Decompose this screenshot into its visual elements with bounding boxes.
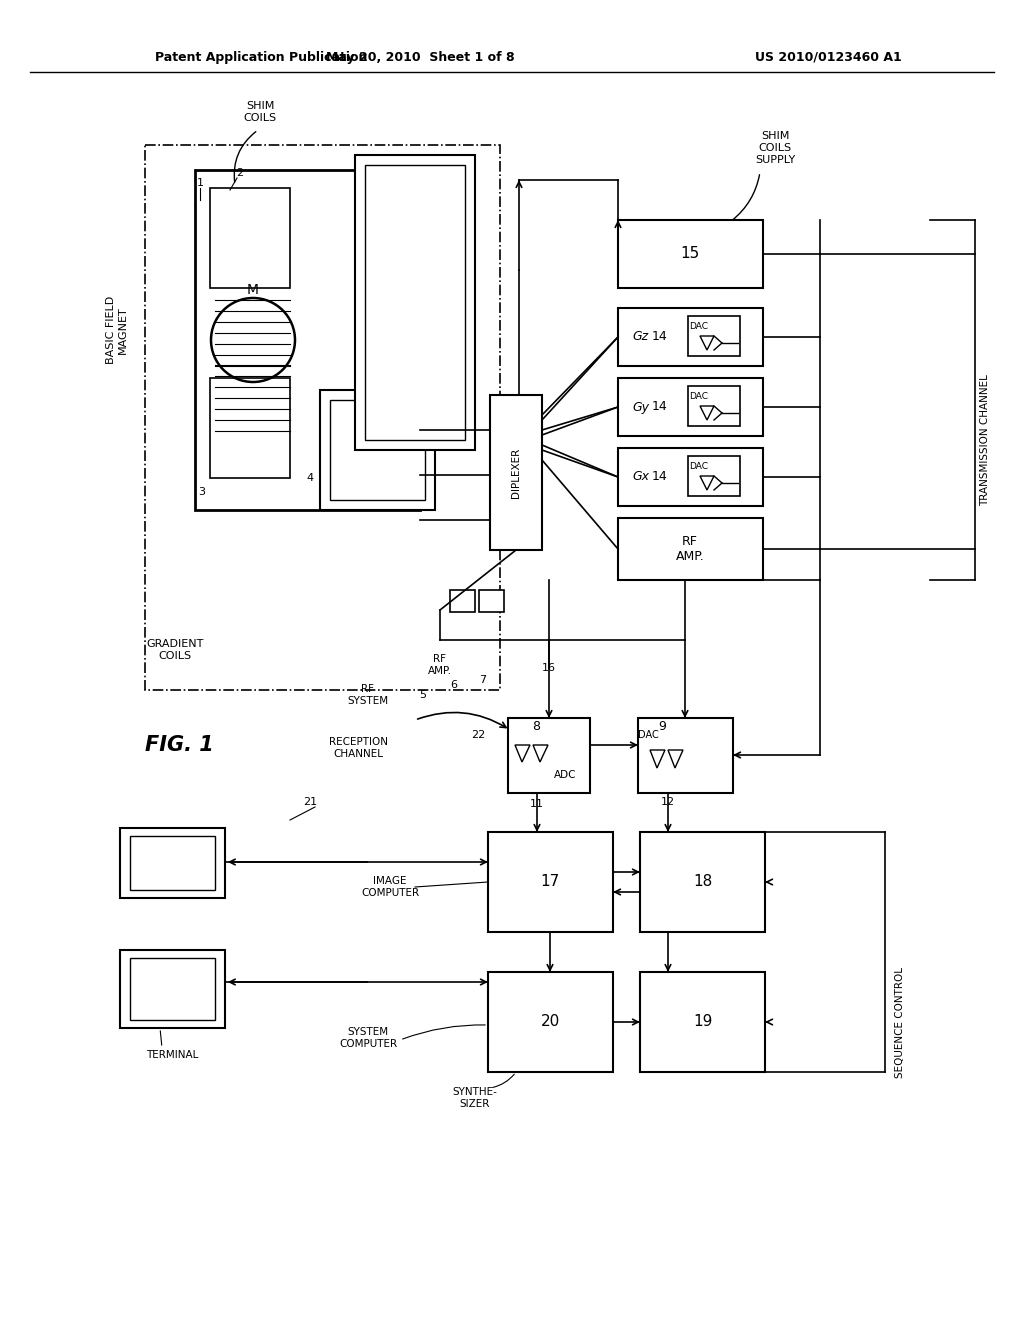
Bar (688, 315, 740, 356)
Bar (688, 455, 740, 496)
Bar (365, 165, 465, 440)
Bar (210, 187, 290, 288)
Text: 21: 21 (303, 797, 317, 807)
Text: TRANSMISSION CHANNEL: TRANSMISSION CHANNEL (980, 374, 990, 506)
Text: 18: 18 (693, 874, 713, 890)
Bar (508, 718, 590, 793)
Bar (640, 972, 765, 1072)
Bar (618, 220, 763, 288)
Bar (319, 389, 435, 510)
Text: 11: 11 (530, 799, 544, 809)
Bar (490, 395, 542, 550)
Text: 6: 6 (451, 680, 458, 690)
Text: Patent Application Publication: Patent Application Publication (155, 50, 368, 63)
Text: DAC: DAC (689, 392, 709, 401)
Text: Gz: Gz (632, 330, 648, 343)
Text: 12: 12 (660, 797, 675, 807)
Text: DAC: DAC (638, 730, 658, 741)
Text: 3: 3 (199, 487, 206, 498)
Bar (450, 590, 475, 612)
Text: 5: 5 (420, 690, 427, 700)
Text: M: M (247, 282, 259, 297)
Text: ADC: ADC (554, 770, 577, 780)
Text: TERMINAL: TERMINAL (145, 1049, 199, 1060)
Bar (688, 385, 740, 426)
Text: 20: 20 (541, 1015, 560, 1030)
Text: RF
SYSTEM: RF SYSTEM (347, 684, 388, 706)
Text: 2: 2 (237, 168, 244, 178)
Bar (355, 154, 475, 450)
Text: Gy: Gy (632, 400, 649, 413)
Bar (488, 972, 613, 1072)
Bar (488, 832, 613, 932)
Text: GRADIENT
COILS: GRADIENT COILS (146, 639, 204, 661)
Text: 1: 1 (197, 178, 204, 187)
Text: 8: 8 (532, 719, 540, 733)
Text: FIG. 1: FIG. 1 (145, 735, 214, 755)
Text: 14: 14 (652, 330, 668, 343)
Text: RECEPTION
CHANNEL: RECEPTION CHANNEL (329, 737, 387, 759)
Bar (330, 400, 425, 500)
Text: IMAGE
COMPUTER: IMAGE COMPUTER (360, 876, 419, 898)
Text: RF
AMP.: RF AMP. (676, 535, 705, 564)
Text: DIPLEXER: DIPLEXER (511, 447, 521, 498)
Bar (120, 828, 225, 898)
Text: US 2010/0123460 A1: US 2010/0123460 A1 (755, 50, 902, 63)
Text: BASIC FIELD
MAGNET: BASIC FIELD MAGNET (106, 296, 128, 364)
Bar (618, 447, 763, 506)
Text: DAC: DAC (689, 462, 709, 471)
Text: 4: 4 (306, 473, 313, 483)
Text: 14: 14 (652, 470, 668, 483)
Bar (195, 170, 420, 510)
Bar (618, 308, 763, 366)
Text: 15: 15 (680, 247, 699, 261)
Text: Gx: Gx (632, 470, 649, 483)
Text: 17: 17 (541, 874, 560, 890)
Text: 22: 22 (471, 730, 485, 741)
Bar (120, 950, 225, 1028)
Bar (638, 718, 733, 793)
Text: 9: 9 (658, 719, 666, 733)
Text: SYSTEM
COMPUTER: SYSTEM COMPUTER (339, 1027, 397, 1049)
Text: 14: 14 (652, 400, 668, 413)
Text: SHIM
COILS: SHIM COILS (244, 102, 276, 123)
Text: SYNTHE-
SIZER: SYNTHE- SIZER (453, 1088, 498, 1109)
Bar (618, 378, 763, 436)
Bar (130, 836, 215, 890)
Bar (210, 378, 290, 478)
Text: 7: 7 (479, 675, 486, 685)
Text: 16: 16 (542, 663, 556, 673)
Bar (640, 832, 765, 932)
Bar (618, 517, 763, 579)
Bar (479, 590, 504, 612)
Text: 19: 19 (693, 1015, 713, 1030)
Bar (145, 145, 500, 690)
Text: SHIM
COILS
SUPPLY: SHIM COILS SUPPLY (755, 132, 795, 165)
Text: May 20, 2010  Sheet 1 of 8: May 20, 2010 Sheet 1 of 8 (326, 50, 514, 63)
Text: DAC: DAC (689, 322, 709, 331)
Bar (130, 958, 215, 1020)
Text: SEQUENCE CONTROL: SEQUENCE CONTROL (895, 966, 905, 1077)
Text: RF
AMP.: RF AMP. (428, 655, 452, 676)
